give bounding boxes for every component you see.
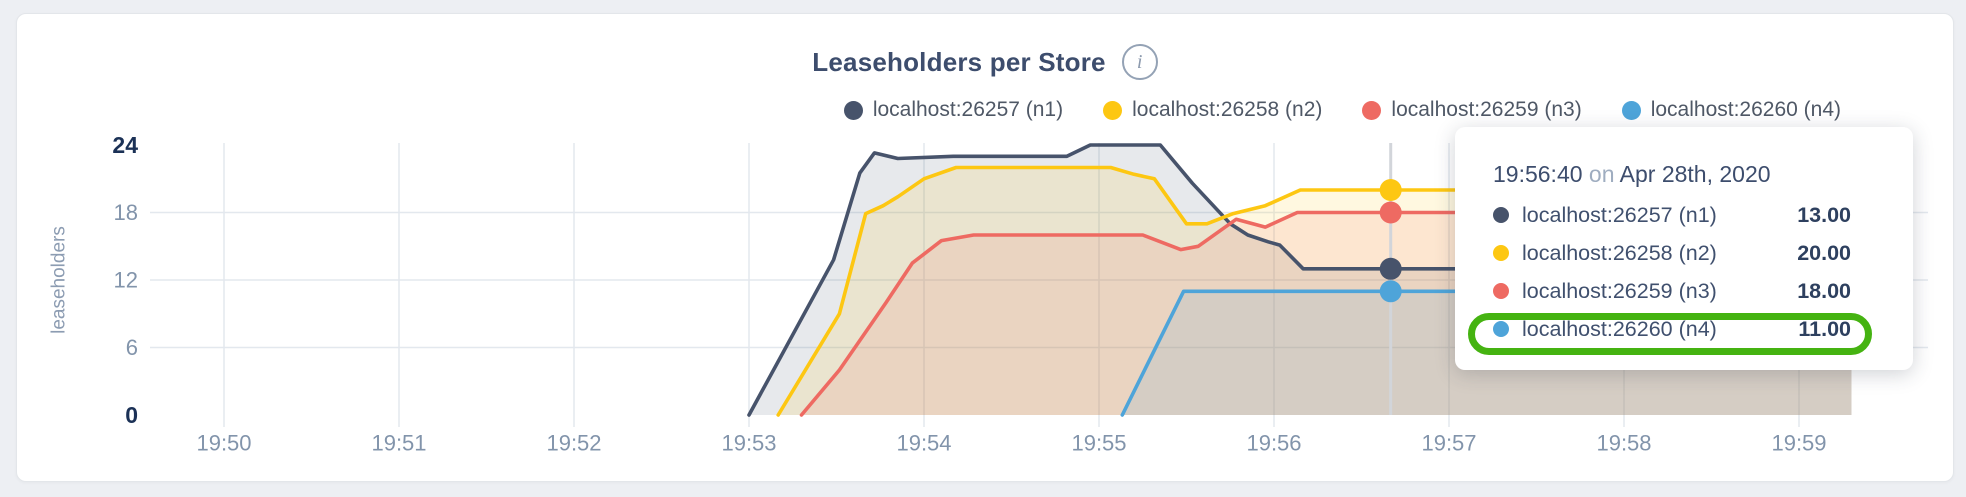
tooltip-series-dot-icon xyxy=(1493,207,1509,223)
tooltip-series-dot-icon xyxy=(1493,321,1509,337)
hover-tooltip: 19:56:40 on Apr 28th, 2020 localhost:262… xyxy=(1455,127,1913,370)
tooltip-series-dot-icon xyxy=(1493,283,1509,299)
tooltip-series-label: localhost:26259 (n3) xyxy=(1522,278,1717,303)
tooltip-time: 19:56:40 xyxy=(1493,161,1583,187)
tooltip-series-value: 18.00 xyxy=(1797,278,1851,303)
legend-dot-icon xyxy=(1621,100,1641,120)
tooltip-rows: localhost:26257 (n1) 13.00 localhost:26258… xyxy=(1493,196,1851,348)
tooltip-series-value: 11.00 xyxy=(1798,316,1851,341)
chart-header: Leaseholders per Store i xyxy=(17,44,1953,80)
legend-label: localhost:26258 (n2) xyxy=(1132,98,1323,121)
tooltip-header: 19:56:40 on Apr 28th, 2020 xyxy=(1493,161,1851,188)
legend-dot-icon xyxy=(843,100,863,120)
legend: localhost:26257 (n1) localhost:26258 (n2)… xyxy=(843,98,1841,122)
info-icon[interactable]: i xyxy=(1121,44,1158,80)
tooltip-series-label: localhost:26258 (n2) xyxy=(1522,240,1717,265)
tooltip-conjunction: on xyxy=(1588,161,1615,187)
tooltip-row-n2: localhost:26258 (n2) 20.00 xyxy=(1493,234,1851,272)
tooltip-row-n1: localhost:26257 (n1) 13.00 xyxy=(1493,196,1851,234)
tooltip-series-dot-icon xyxy=(1493,245,1509,261)
legend-item-n2[interactable]: localhost:26258 (n2) xyxy=(1103,98,1322,122)
tooltip-series-label: localhost:26257 (n1) xyxy=(1522,202,1717,227)
tooltip-date: Apr 28th, 2020 xyxy=(1619,161,1771,187)
tooltip-row-n3: localhost:26259 (n3) 18.00 xyxy=(1493,272,1851,310)
tooltip-row-n4: localhost:26260 (n4) 11.00 xyxy=(1493,310,1851,348)
tooltip-series-value: 13.00 xyxy=(1797,202,1851,227)
legend-label: localhost:26259 (n3) xyxy=(1391,98,1582,121)
legend-item-n4[interactable]: localhost:26260 (n4) xyxy=(1621,98,1841,122)
tooltip-series-value: 20.00 xyxy=(1797,240,1851,265)
legend-label: localhost:26260 (n4) xyxy=(1650,98,1841,121)
legend-item-n1[interactable]: localhost:26257 (n1) xyxy=(843,98,1064,122)
legend-item-n3[interactable]: localhost:26259 (n3) xyxy=(1362,98,1582,122)
tooltip-series-label: localhost:26260 (n4) xyxy=(1522,316,1717,341)
chart-title: Leaseholders per Store xyxy=(812,46,1106,77)
legend-dot-icon xyxy=(1103,100,1123,120)
legend-label: localhost:26257 (n1) xyxy=(872,98,1064,121)
legend-dot-icon xyxy=(1362,100,1382,120)
